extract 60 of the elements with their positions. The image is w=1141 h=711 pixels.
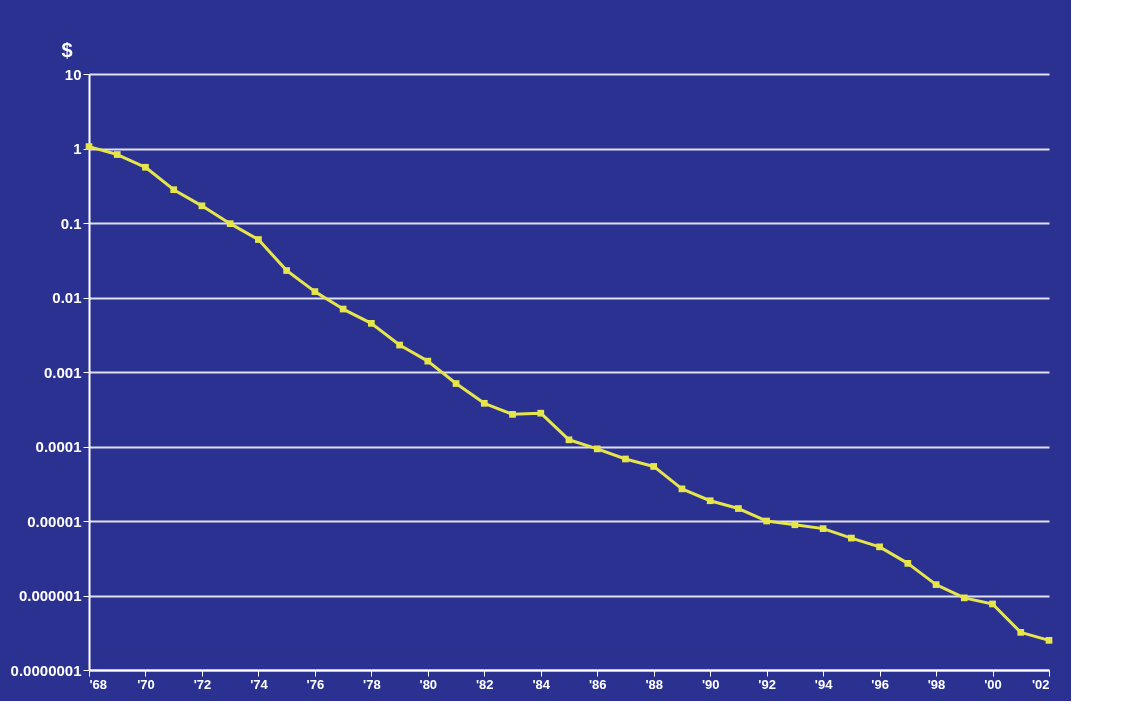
y-tick-label: 0.000001 [18, 587, 82, 604]
point [706, 497, 714, 505]
x-tick-label: '68 [89, 676, 108, 692]
x-tick-label: '86 [588, 676, 607, 692]
point [424, 357, 432, 365]
y-tick-label: 0.0001 [35, 438, 82, 455]
point [791, 521, 799, 529]
point [763, 517, 770, 525]
x-tick-label: '94 [814, 676, 834, 692]
x-tick-label: '88 [645, 676, 663, 692]
point [876, 543, 883, 551]
x-tick-label: '90 [701, 676, 720, 692]
x-tick-label: '84 [532, 676, 551, 692]
point [904, 560, 912, 567]
point [565, 436, 573, 444]
point [960, 594, 968, 602]
x-tick-label: '72 [193, 676, 212, 692]
point [142, 163, 149, 171]
point [311, 288, 319, 295]
x-tick-label: '00 [984, 676, 1002, 692]
y-tick-label: 0.1 [60, 214, 82, 232]
point [622, 455, 629, 463]
x-tick-label: '92 [758, 676, 776, 692]
point [932, 581, 940, 588]
point [452, 380, 460, 387]
y-tick-label: 0.0000001 [10, 661, 82, 679]
point [198, 202, 206, 210]
y-tick-label: 10 [64, 65, 82, 83]
x-tick-label: '70 [137, 676, 155, 692]
point [226, 220, 234, 228]
x-tick-label: '74 [250, 676, 269, 692]
point [113, 151, 121, 158]
x-tick-label: '78 [363, 676, 381, 692]
point [848, 534, 855, 542]
y-tick-label: 0.00001 [27, 512, 82, 530]
point [819, 525, 827, 532]
x-tick-label: '98 [927, 676, 946, 692]
point [1045, 637, 1053, 644]
point [1017, 629, 1025, 636]
y-tick-label: 0.01 [52, 289, 82, 306]
point [509, 411, 516, 418]
point [170, 186, 178, 194]
x-tick-label: '02 [1031, 676, 1050, 692]
point [255, 236, 262, 243]
point [650, 463, 658, 470]
x-tick-label: '82 [476, 676, 494, 692]
x-tick-label: '96 [871, 676, 889, 692]
point [593, 445, 601, 453]
x-tick-label: '76 [306, 676, 325, 692]
point [480, 399, 488, 407]
point [283, 267, 290, 274]
point [735, 505, 742, 512]
y-tick-label: 0.001 [43, 363, 82, 381]
x-tick-label: '80 [419, 676, 438, 692]
y-tick-label: 1 [73, 140, 82, 157]
point [989, 600, 996, 608]
y-axis-title: $ [61, 38, 73, 61]
point [537, 409, 545, 417]
point [368, 319, 375, 327]
point [396, 341, 403, 349]
